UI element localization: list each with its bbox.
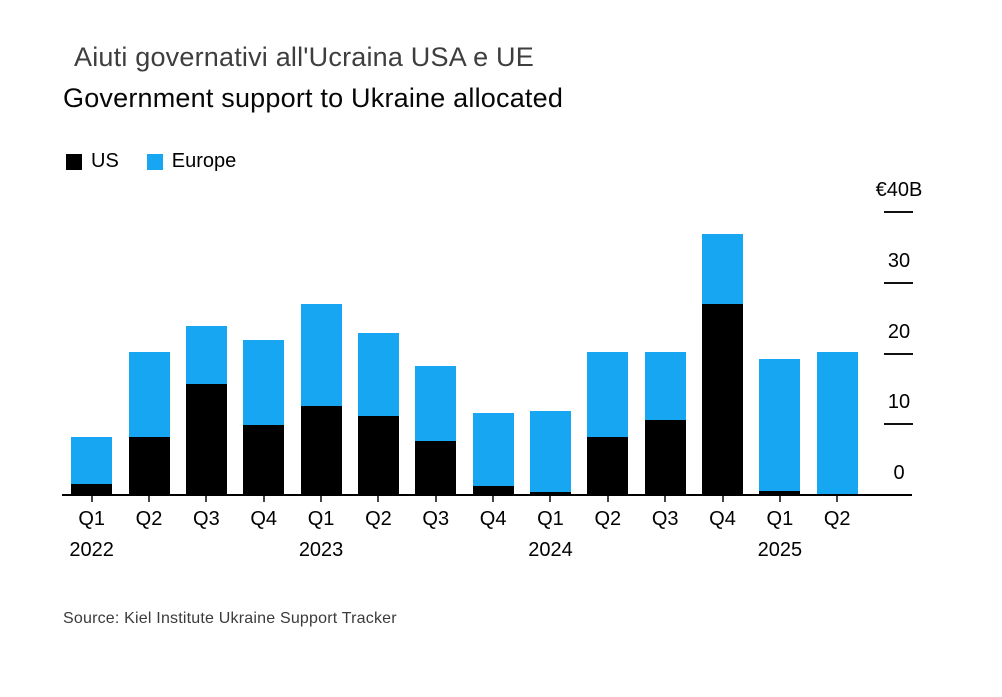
legend-label-us: US	[91, 150, 119, 172]
year-label: 2023	[298, 539, 344, 561]
bar-q2-2022	[128, 351, 170, 494]
segment-europe	[472, 412, 514, 486]
source-note: Source: Kiel Institute Ukraine Support T…	[63, 610, 397, 627]
segment-europe	[529, 411, 571, 492]
segment-europe	[243, 340, 285, 425]
y-axis-dash	[884, 211, 913, 213]
bar-q3-2023	[415, 365, 457, 494]
segment-europe	[759, 358, 801, 492]
segment-us	[472, 485, 514, 494]
segment-europe	[415, 365, 457, 441]
segment-europe	[816, 351, 858, 494]
x-tick-label: Q2	[823, 508, 851, 530]
x-tick-label: Q4	[250, 508, 278, 530]
bar-q1-2024	[529, 411, 571, 494]
x-axis-tick	[836, 496, 839, 502]
bar-q2-2025	[816, 351, 858, 494]
x-tick-label: Q1	[766, 508, 794, 530]
x-axis-tick	[205, 496, 208, 502]
bar-q1-2023	[300, 304, 342, 494]
bar-q4-2024	[702, 233, 744, 494]
segment-europe	[185, 326, 227, 385]
x-tick-label: Q2	[365, 508, 392, 530]
page-title: Aiuti governativi all'Ucraina USA e UE	[74, 42, 534, 72]
y-axis-dash	[884, 423, 913, 426]
segment-us	[128, 437, 170, 494]
year-label: 2025	[757, 539, 803, 561]
x-axis-tick	[148, 496, 151, 502]
segment-europe	[644, 351, 686, 420]
segment-europe	[71, 436, 113, 485]
segment-us	[71, 484, 113, 494]
x-axis-tick	[549, 496, 552, 502]
x-tick-label: Q1	[537, 508, 564, 530]
x-axis-tick	[721, 496, 724, 502]
bar-q4-2022	[243, 340, 285, 494]
y-tick-label: 10	[887, 391, 911, 414]
segment-europe	[702, 233, 744, 304]
segment-europe	[357, 333, 399, 417]
year-label: 2024	[528, 539, 573, 561]
legend-label-europe: Europe	[171, 150, 237, 172]
bar-q2-2024	[587, 351, 629, 494]
x-tick-label: Q4	[479, 508, 507, 530]
segment-europe	[128, 351, 170, 438]
y-tick-label: 20	[887, 320, 911, 343]
y-axis-dash	[884, 281, 913, 284]
x-tick-label: Q1	[307, 508, 335, 530]
bar-q2-2023	[357, 333, 399, 494]
x-axis-tick	[377, 496, 380, 502]
x-tick-label: Q4	[709, 508, 736, 530]
segment-us	[644, 419, 686, 494]
segment-us	[415, 440, 457, 494]
x-axis-tick	[262, 496, 265, 502]
europe-swatch-icon	[146, 153, 163, 170]
x-tick-label: Q1	[78, 508, 106, 530]
x-tick-label: Q2	[594, 508, 622, 530]
bar-q3-2022	[185, 326, 227, 494]
chart-legend: US Europe	[66, 150, 236, 173]
segment-us	[243, 424, 285, 494]
bar-q1-2025	[759, 358, 801, 494]
x-axis-tick	[492, 496, 495, 502]
y-tick-label: 30	[887, 249, 911, 272]
x-tick-label: Q3	[193, 508, 220, 530]
x-tick-label: Q3	[422, 508, 450, 530]
segment-us	[759, 491, 801, 494]
bar-q3-2024	[644, 351, 686, 494]
legend-item-us: US	[66, 150, 119, 173]
x-axis-tick	[778, 496, 781, 502]
year-label: 2022	[69, 539, 114, 561]
y-tick-label: €40B	[875, 179, 923, 201]
legend-item-europe: Europe	[146, 150, 237, 173]
us-swatch-icon	[66, 153, 82, 170]
segment-us	[587, 436, 629, 494]
x-tick-label: Q2	[135, 508, 163, 530]
segment-europe	[587, 351, 629, 437]
page-subtitle: Government support to Ukraine allocated	[63, 83, 564, 113]
segment-us	[702, 303, 744, 494]
segment-us	[529, 491, 571, 494]
x-axis-tick	[320, 496, 323, 502]
x-axis-tick	[434, 496, 437, 502]
x-axis-line	[62, 494, 912, 496]
x-axis-tick	[606, 496, 609, 502]
segment-us	[300, 405, 342, 494]
x-tick-label: Q3	[651, 508, 679, 530]
segment-us	[357, 416, 399, 494]
segment-europe	[300, 304, 342, 406]
y-axis-dash	[884, 352, 913, 355]
x-axis-tick	[90, 496, 93, 502]
x-axis-tick	[664, 496, 667, 502]
bar-q1-2022	[71, 436, 113, 494]
y-tick-label: 0	[893, 462, 905, 484]
segment-us	[185, 384, 227, 494]
bar-q4-2023	[472, 412, 514, 494]
